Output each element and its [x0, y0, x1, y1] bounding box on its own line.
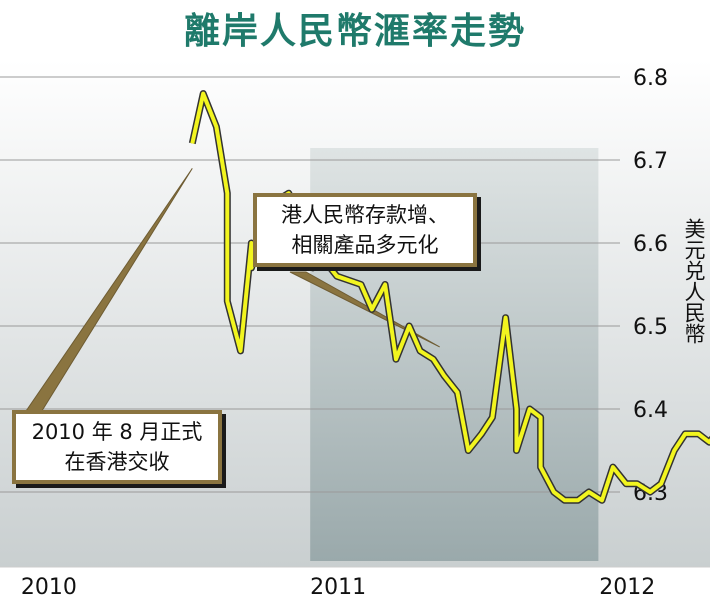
y-axis-label: 美元兑人民幣	[682, 218, 706, 344]
annotation-deposit-growth: 港人民幣存款增、 相關產品多元化	[253, 193, 477, 267]
annotation-hk-settlement: 2010 年 8 月正式 在香港交收	[12, 410, 222, 484]
y-tick-label: 6.8	[633, 66, 668, 91]
y-tick-label: 6.6	[633, 232, 668, 257]
chart-title: 離岸人民幣滙率走勢	[183, 11, 526, 52]
y-tick-label: 6.5	[633, 315, 668, 340]
y-tick-label: 6.4	[633, 398, 668, 423]
x-tick-label: 2011	[310, 575, 366, 600]
x-tick-label: 2010	[21, 575, 77, 600]
y-tick-label: 6.7	[633, 149, 668, 174]
x-tick-labels: 2010 2011 2012	[21, 575, 655, 600]
x-tick-label: 2012	[599, 575, 655, 600]
